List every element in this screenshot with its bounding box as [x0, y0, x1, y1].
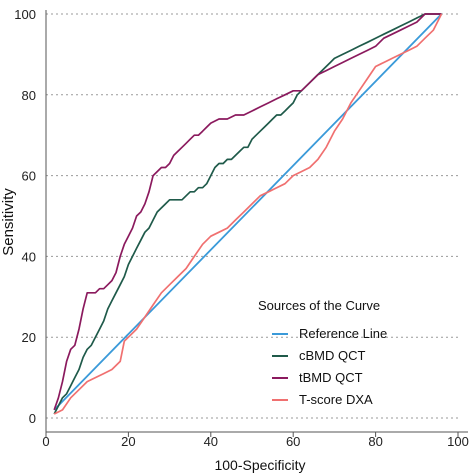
legend-entry-reference-line: Reference Line [299, 326, 387, 341]
series-line-reference-line [53, 13, 443, 411]
x-axis-label: 100-Specificity [214, 457, 305, 473]
y-axis-label: Sensitivity [0, 188, 17, 256]
x-tick-label: 80 [368, 434, 382, 449]
axis-layer: 0 20 40 60 80 100 0 20 40 60 80 100 [14, 7, 469, 449]
legend-entry-tbmd-qct: tBMD QCT [299, 370, 363, 385]
legend: Sources of the Curve Reference Line cBMD … [258, 298, 387, 407]
series-line-tbmd-qct [53, 13, 442, 411]
x-tick-label: 100 [447, 434, 469, 449]
x-tick-label: 40 [204, 434, 218, 449]
y-tick-label: 80 [22, 88, 36, 103]
grid-layer [46, 13, 458, 419]
legend-entry-t-score-dxa: T-score DXA [299, 392, 373, 407]
y-tick-label: 40 [22, 249, 36, 264]
y-tick-label: 60 [22, 169, 36, 184]
legend-entry-cbmd-qct: cBMD QCT [299, 348, 366, 363]
x-tick-label: 20 [121, 434, 135, 449]
legend-title: Sources of the Curve [258, 298, 380, 313]
y-tick-label: 100 [14, 7, 36, 22]
x-tick-label: 0 [42, 434, 49, 449]
y-tick-label: 0 [29, 411, 36, 426]
series-line-cbmd-qct [53, 13, 442, 415]
series-line-t-score-dxa [53, 13, 443, 415]
series-layer [53, 13, 443, 415]
x-tick-label: 60 [286, 434, 300, 449]
y-tick-label: 20 [22, 330, 36, 345]
